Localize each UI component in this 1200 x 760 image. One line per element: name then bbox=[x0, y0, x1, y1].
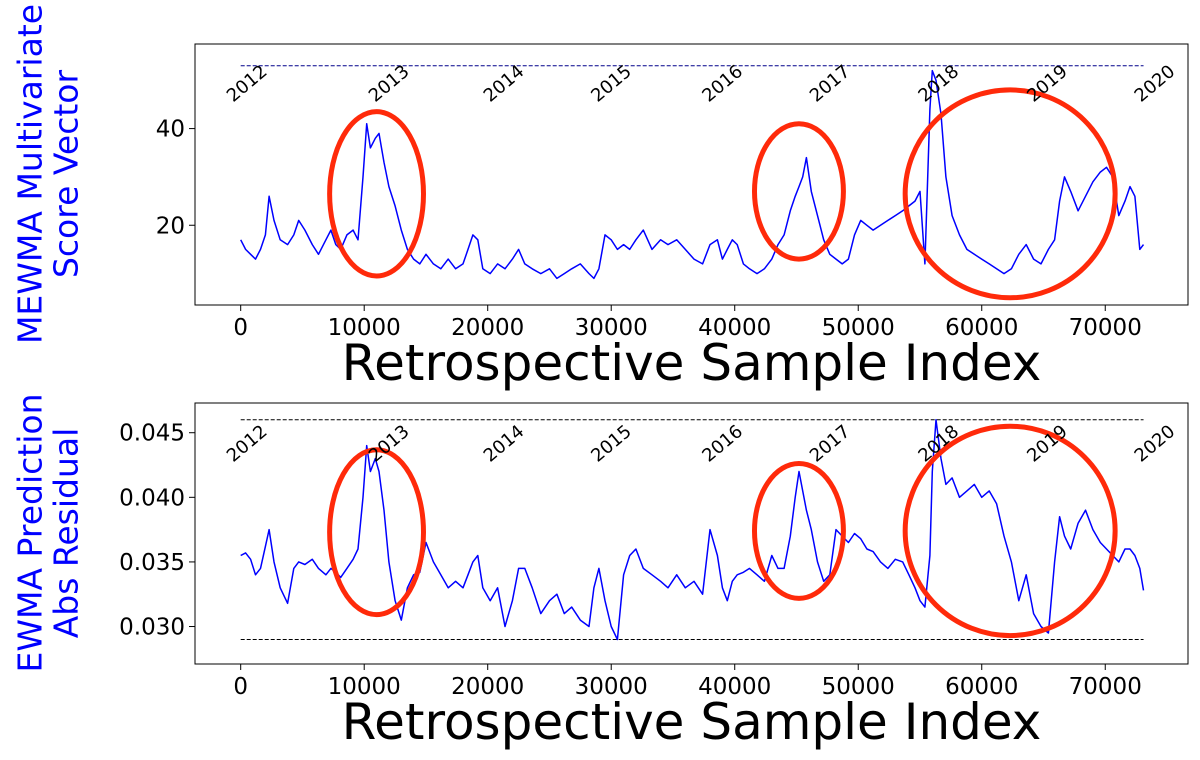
year-label: 2015 bbox=[587, 61, 636, 107]
y-tick-label: 0.045 bbox=[119, 421, 185, 447]
x-tick-label: 60000 bbox=[945, 674, 1018, 700]
year-label: 2013 bbox=[365, 421, 414, 467]
axes-frame bbox=[194, 402, 1189, 665]
y-tick-label: 0.035 bbox=[119, 550, 185, 576]
x-tick-label: 0 bbox=[233, 674, 248, 700]
year-label: 2017 bbox=[806, 421, 855, 467]
year-label: 2012 bbox=[223, 421, 272, 467]
x-tick-label: 40000 bbox=[698, 674, 771, 700]
series-line bbox=[240, 69, 1145, 280]
year-label: 2016 bbox=[698, 421, 747, 467]
y-axis-label: MEWMA Multivariate bbox=[11, 4, 50, 344]
year-label: 2020 bbox=[1131, 421, 1180, 467]
y-tick-label: 0.030 bbox=[119, 615, 185, 641]
y-axis-label: EWMA Prediction bbox=[11, 394, 50, 673]
anomaly-ellipse bbox=[902, 423, 1118, 639]
anomaly-ellipse bbox=[751, 121, 846, 262]
x-tick-label: 30000 bbox=[575, 315, 648, 341]
x-tick-label: 60000 bbox=[945, 315, 1018, 341]
x-tick-label: 30000 bbox=[575, 674, 648, 700]
x-tick-label: 10000 bbox=[328, 674, 401, 700]
x-tick-label: 40000 bbox=[698, 315, 771, 341]
x-tick-label: 10000 bbox=[328, 315, 401, 341]
x-tick-label: 50000 bbox=[822, 674, 895, 700]
year-label: 2015 bbox=[587, 421, 636, 467]
anomaly-ellipse bbox=[327, 447, 426, 618]
year-label: 2014 bbox=[480, 421, 529, 467]
year-label: 2020 bbox=[1131, 61, 1180, 107]
x-tick-label: 50000 bbox=[822, 315, 895, 341]
year-label: 2016 bbox=[698, 61, 747, 107]
anomaly-ellipse bbox=[902, 87, 1118, 301]
year-label: 2017 bbox=[806, 61, 855, 107]
y-tick-label: 0.040 bbox=[119, 485, 185, 511]
x-tick-label: 20000 bbox=[451, 674, 524, 700]
x-axis-label: Retrospective Sample Index bbox=[342, 693, 1042, 751]
y-tick-label: 20 bbox=[156, 213, 185, 239]
year-label: 2019 bbox=[1023, 61, 1072, 107]
year-label: 2012 bbox=[223, 61, 272, 107]
x-axis-label: Retrospective Sample Index bbox=[342, 334, 1042, 392]
y-tick-label: 40 bbox=[156, 117, 185, 143]
y-axis-label: Score Vector bbox=[47, 70, 86, 279]
x-tick-label: 20000 bbox=[451, 315, 524, 341]
year-label: 2013 bbox=[365, 61, 414, 107]
x-tick-label: 70000 bbox=[1069, 315, 1142, 341]
year-label: 2014 bbox=[480, 61, 529, 107]
y-axis-label: Abs Residual bbox=[47, 428, 86, 639]
anomaly-ellipse bbox=[751, 460, 846, 601]
series-line bbox=[240, 419, 1145, 641]
x-tick-label: 0 bbox=[233, 315, 248, 341]
x-tick-label: 70000 bbox=[1069, 674, 1142, 700]
axes-frame bbox=[194, 43, 1189, 306]
anomaly-ellipse bbox=[327, 109, 426, 279]
